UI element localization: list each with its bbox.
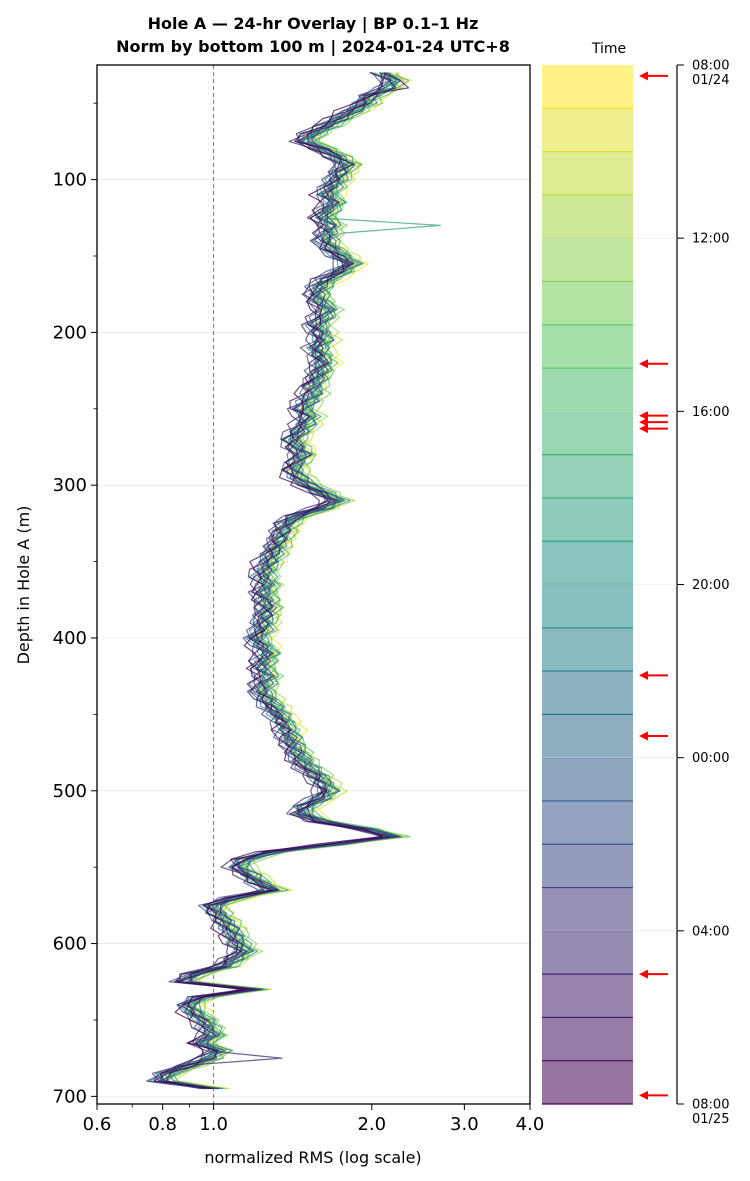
event-arrow-head-6 xyxy=(639,670,648,680)
plot-frame xyxy=(96,64,531,1105)
colorbar-segments xyxy=(542,65,633,1105)
colorbar-tick-label-5: 04:00 xyxy=(692,924,729,939)
colorbar-segment-21 xyxy=(542,930,633,975)
series-line-22 xyxy=(165,72,397,1090)
colorbar-segment-16 xyxy=(542,714,633,758)
series-line-11 xyxy=(166,72,441,1090)
colorbar-segment-3 xyxy=(542,151,633,195)
series-line-1 xyxy=(165,72,412,1090)
x-tick-label-3.0: 3.0 xyxy=(450,1114,479,1135)
event-arrow-head-9 xyxy=(639,1090,648,1100)
colorbar-segment-18 xyxy=(542,800,633,845)
x-tick-label-1.0: 1.0 xyxy=(199,1114,228,1135)
chart-title: Hole A — 24-hr Overlay | BP 0.1–1 Hz xyxy=(148,14,479,34)
series-line-16 xyxy=(167,72,394,1090)
series-line-8 xyxy=(172,72,402,1090)
colorbar-segment-17 xyxy=(542,757,633,801)
colorbar-segment-4 xyxy=(542,194,633,239)
series-line-23 xyxy=(153,72,410,1090)
colorbar-segment-11 xyxy=(542,497,633,542)
x-tick-label-0.8: 0.8 xyxy=(148,1114,177,1135)
y-tick-label-700: 700 xyxy=(53,1086,87,1107)
series-line-9 xyxy=(163,72,410,1090)
event-arrow-head-4 xyxy=(639,417,648,427)
colorbar-segment-2 xyxy=(542,108,633,152)
y-tick-label-200: 200 xyxy=(53,322,87,343)
event-arrow-head-2 xyxy=(639,359,648,369)
event-arrow-head-3 xyxy=(639,411,648,421)
x-tick-label-0.6: 0.6 xyxy=(83,1114,112,1135)
series-line-14 xyxy=(162,72,397,1090)
gridlines xyxy=(97,179,530,1097)
colorbar-segment-12 xyxy=(542,541,633,585)
series-line-7 xyxy=(160,72,411,1090)
series-line-3 xyxy=(173,72,405,1090)
series-line-10 xyxy=(166,72,399,1090)
event-arrows xyxy=(639,71,668,1100)
colorbar-segment-23 xyxy=(542,1017,633,1061)
x-axis-ticks: 0.6 0.8 1.0 2.0 3.0 4.0 xyxy=(83,1104,545,1135)
series-line-15 xyxy=(158,72,402,1090)
series-line-2 xyxy=(171,72,402,1090)
y-tick-label-500: 500 xyxy=(53,781,87,802)
x-tick-label-4.0: 4.0 xyxy=(516,1114,545,1135)
plot-area: 0.6 0.8 1.0 2.0 3.0 4.0 100 200 300 400 500 600 700 xyxy=(53,64,545,1135)
colorbar-segment-9 xyxy=(542,411,633,455)
colorbar-ticks: 08:0001/2412:0016:0020:0000:0004:0008:00… xyxy=(542,59,729,1127)
colorbar-tick-label-0: 08:00 xyxy=(692,59,729,74)
chart-subtitle: Norm by bottom 100 m | 2024-01-24 UTC+8 xyxy=(116,37,510,57)
event-arrow-head-8 xyxy=(639,969,648,979)
y-axis-ticks: 100 200 300 400 500 600 700 xyxy=(53,102,97,1107)
colorbar-segment-15 xyxy=(542,671,633,715)
colorbar-title: Time xyxy=(591,41,626,57)
colorbar-tick-label-2: 16:00 xyxy=(692,405,729,420)
series-line-18 xyxy=(153,72,395,1090)
colorbar-segment-14 xyxy=(542,627,633,672)
x-tick-label-2.0: 2.0 xyxy=(357,1114,386,1135)
colorbar-segment-7 xyxy=(542,324,633,369)
time-colorbar: 08:0001/2412:0016:0020:0000:0004:0008:00… xyxy=(542,41,729,1127)
series-lines xyxy=(146,72,441,1090)
series-line-24 xyxy=(159,72,386,1090)
y-tick-label-300: 300 xyxy=(53,475,87,496)
x-axis-label: normalized RMS (log scale) xyxy=(204,1148,421,1167)
colorbar-segment-6 xyxy=(542,281,633,325)
y-tick-label-600: 600 xyxy=(53,934,87,955)
y-tick-label-100: 100 xyxy=(53,170,87,191)
colorbar-tick-date-0: 01/24 xyxy=(692,73,729,88)
event-arrow-head-5 xyxy=(639,424,648,434)
y-tick-label-400: 400 xyxy=(53,628,87,649)
event-arrow-head-7 xyxy=(639,731,648,741)
colorbar-segment-13 xyxy=(542,584,633,628)
colorbar-tick-label-6: 08:00 xyxy=(692,1098,729,1113)
colorbar-segment-22 xyxy=(542,974,633,1018)
colorbar-segment-8 xyxy=(542,368,633,412)
event-arrow-head-1 xyxy=(639,71,648,81)
colorbar-tick-date-6: 01/25 xyxy=(692,1112,729,1127)
colorbar-segment-19 xyxy=(542,844,633,888)
colorbar-segment-10 xyxy=(542,454,633,498)
series-line-17 xyxy=(158,72,402,1090)
series-line-5 xyxy=(163,72,398,1090)
colorbar-segment-20 xyxy=(542,887,633,931)
colorbar-tick-label-3: 20:00 xyxy=(692,578,729,593)
colorbar-tick-label-4: 00:00 xyxy=(692,751,729,766)
colorbar-tick-label-1: 12:00 xyxy=(692,232,729,247)
y-axis-label: Depth in Hole A (m) xyxy=(14,506,33,665)
series-line-6 xyxy=(159,72,398,1090)
colorbar-segment-5 xyxy=(542,238,633,282)
colorbar-segment-24 xyxy=(542,1060,633,1104)
colorbar-segment-1 xyxy=(542,65,633,109)
series-line-4 xyxy=(157,72,405,1090)
